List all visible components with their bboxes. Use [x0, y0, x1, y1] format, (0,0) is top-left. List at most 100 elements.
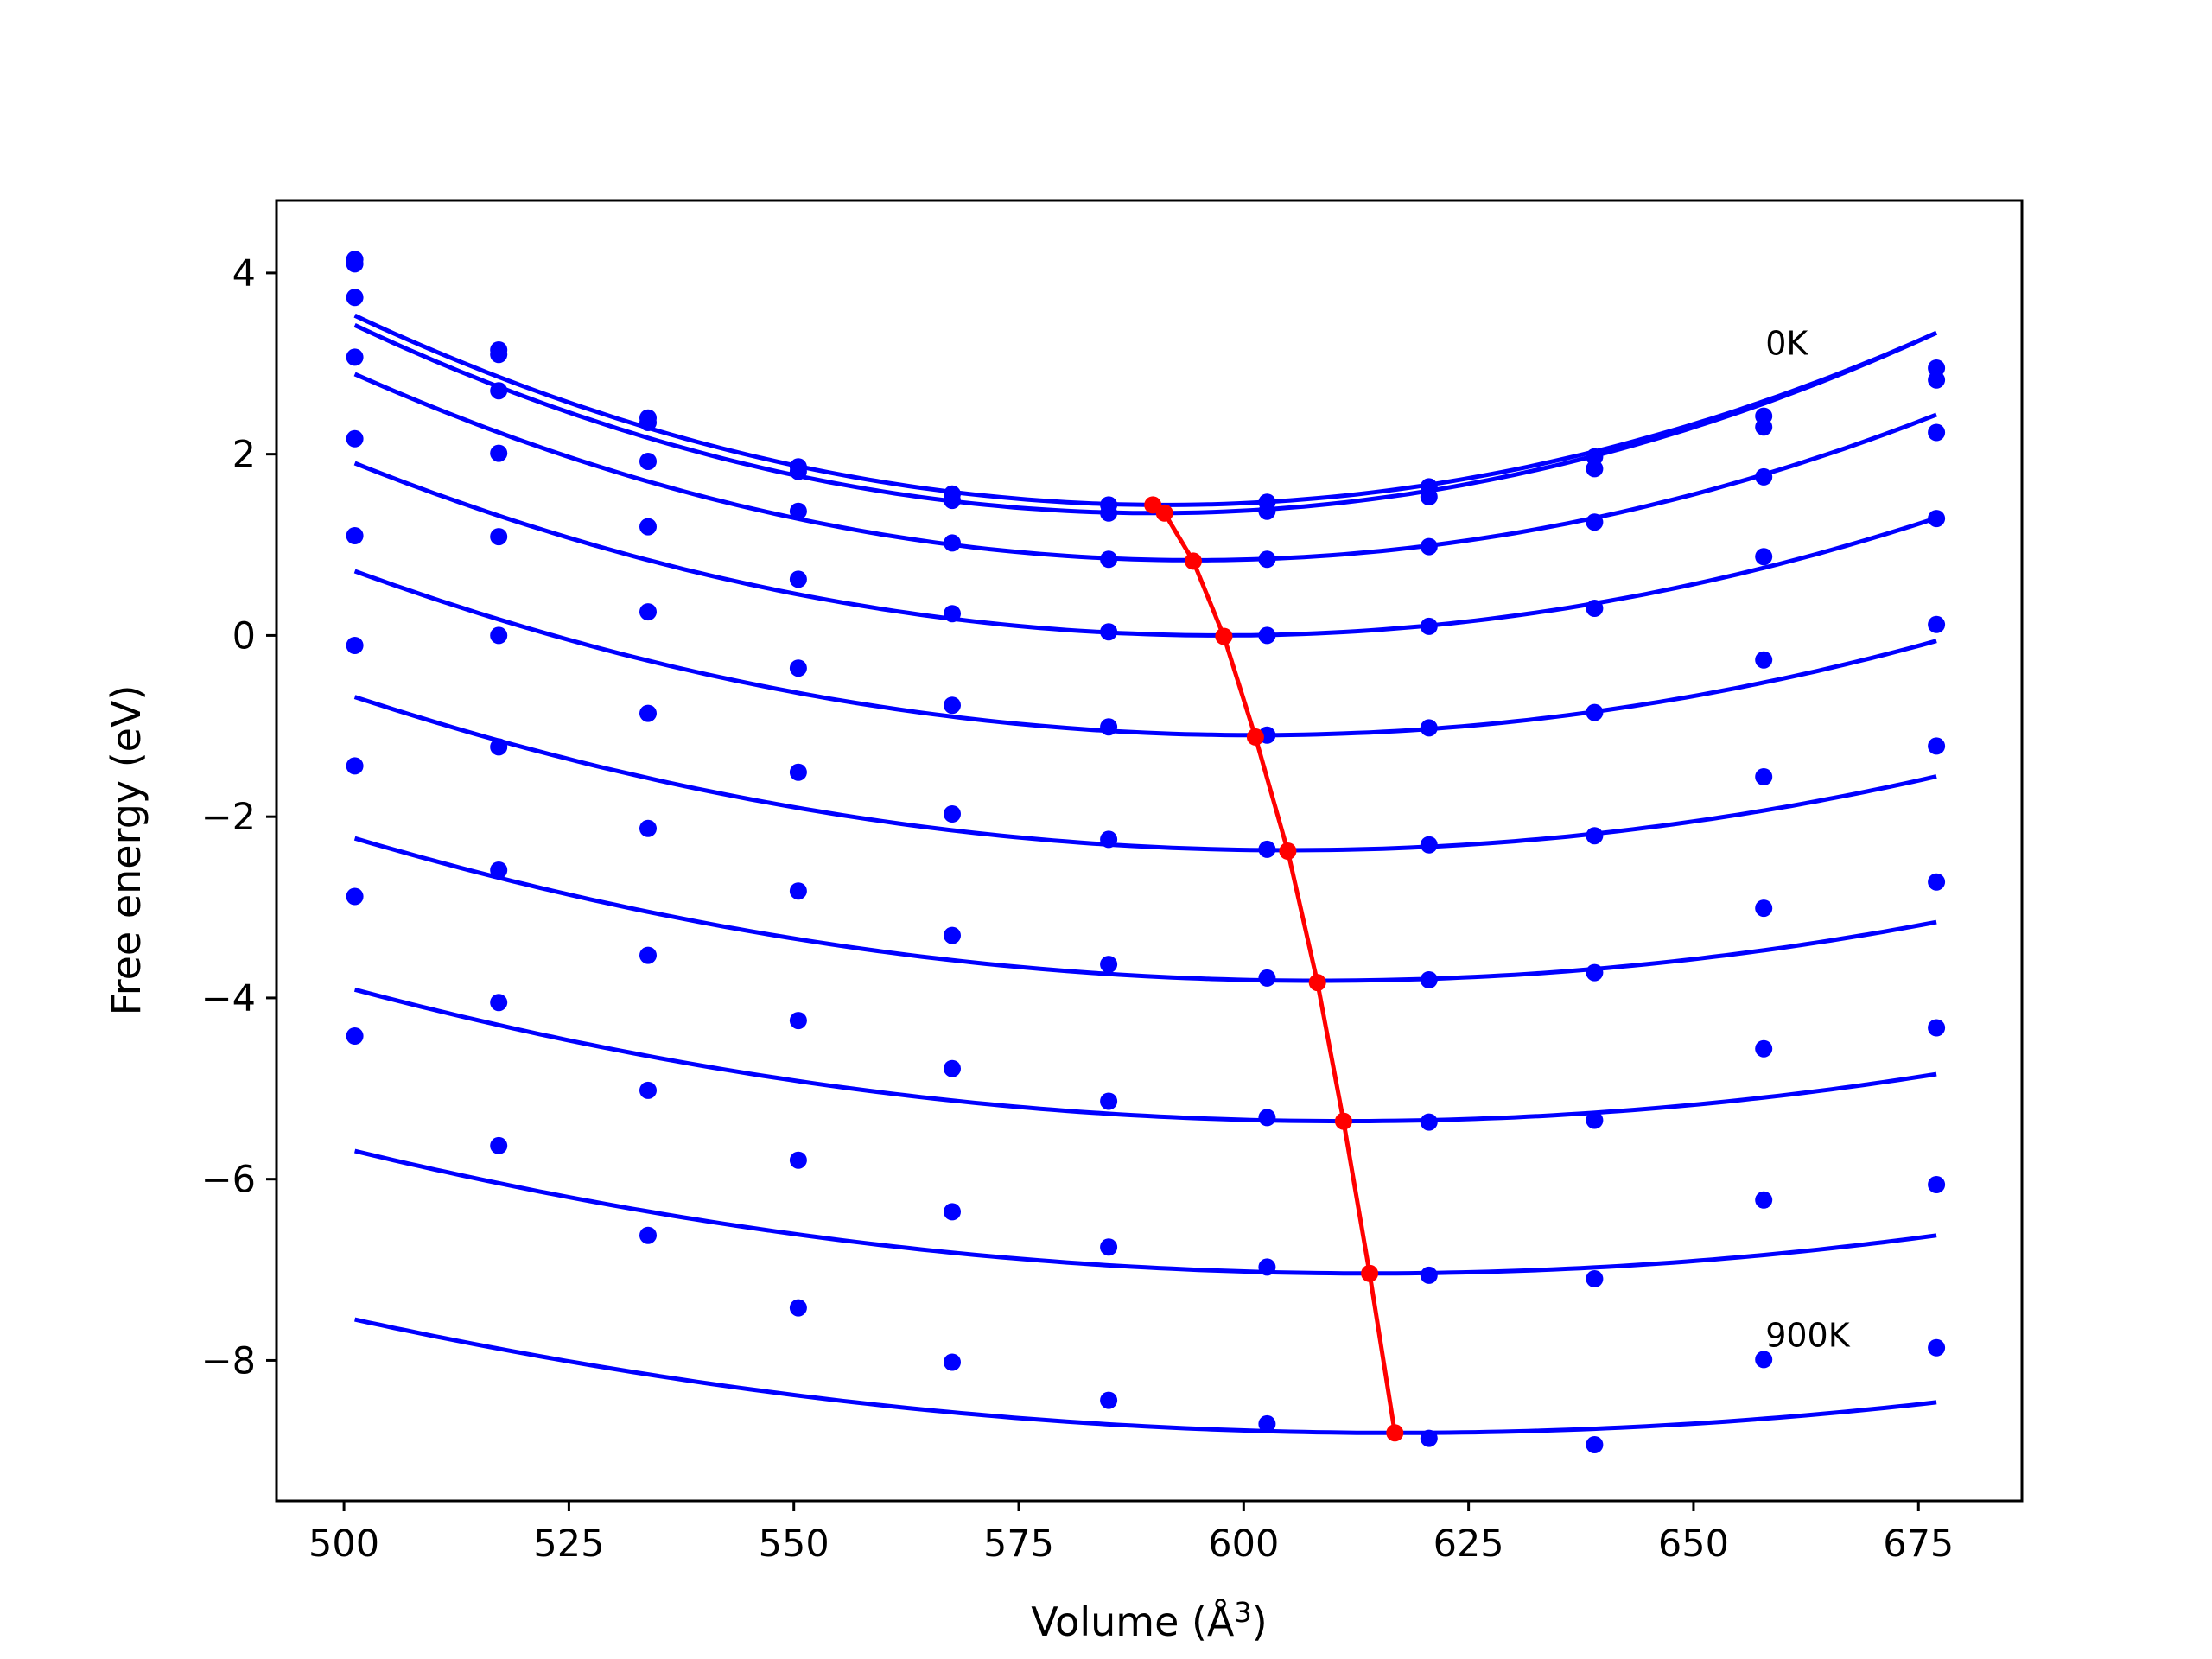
axis-ticks: 500 525 550 575 600 625 650 675 −8 −6 −4 −2 0 2 4: [201, 252, 1955, 1566]
data-point-4-5: [1100, 718, 1118, 736]
data-point-3-2: [639, 518, 657, 536]
x-tick-label-3: 575: [983, 1522, 1054, 1566]
data-point-9-7: [1420, 1429, 1438, 1447]
data-point-9-9: [1755, 1351, 1773, 1369]
data-point-8-9: [1755, 1191, 1773, 1209]
data-point-7-5: [1100, 1092, 1118, 1110]
data-point-6-9: [1755, 899, 1773, 918]
fit-curve-5: [353, 695, 1937, 853]
x-tick-label-2: 550: [759, 1522, 830, 1566]
x-tick-label-5: 625: [1433, 1522, 1504, 1566]
data-point-3-10: [1928, 510, 1946, 528]
data-point-1-6: [1258, 502, 1276, 520]
fit-curve-7: [353, 987, 1937, 1124]
annotation-0k: 0K: [1765, 324, 1808, 362]
data-point-4-8: [1586, 703, 1604, 721]
data-point-4-10: [1928, 615, 1946, 633]
data-point-5-9: [1755, 768, 1773, 785]
minimum-point-7: [1334, 1112, 1352, 1130]
x-tick-label-4: 600: [1208, 1522, 1279, 1566]
data-point-0-10: [1928, 359, 1946, 377]
data-point-9-10: [1928, 1338, 1946, 1357]
data-point-1-4: [944, 492, 961, 510]
data-point-7-4: [944, 1059, 961, 1077]
data-point-2-4: [944, 534, 961, 552]
data-point-2-3: [789, 502, 807, 520]
y-tick-label-2: −4: [201, 977, 256, 1020]
data-point-5-6: [1258, 840, 1276, 858]
x-axis-label: Volume (Å3): [1031, 1596, 1267, 1645]
data-point-6-1: [490, 738, 508, 756]
data-point-7-3: [789, 1012, 807, 1030]
data-point-5-0: [346, 527, 364, 544]
x-axis-label-superscript: 3: [1234, 1596, 1251, 1629]
data-point-9-2: [639, 1226, 657, 1244]
data-point-2-5: [1100, 550, 1118, 569]
data-point-3-0: [346, 348, 364, 366]
data-point-5-1: [490, 626, 508, 645]
y-tick-label-4: 0: [232, 614, 256, 658]
data-point-8-0: [346, 887, 364, 906]
data-point-7-6: [1258, 1109, 1276, 1127]
data-point-9-5: [1100, 1391, 1118, 1409]
data-point-4-0: [346, 429, 364, 448]
data-point-2-1: [490, 382, 508, 400]
y-tick-label-0: −8: [201, 1339, 256, 1382]
data-point-2-8: [1586, 513, 1604, 531]
minimum-point-3: [1215, 627, 1233, 645]
minimum-point-9: [1386, 1424, 1404, 1442]
x-tick-label-0: 500: [308, 1522, 379, 1566]
data-point-2-9: [1755, 467, 1773, 486]
data-point-5-7: [1420, 836, 1438, 854]
data-point-5-2: [639, 704, 657, 722]
y-tick-label-5: 2: [232, 434, 256, 477]
data-point-2-2: [639, 453, 657, 470]
data-point-2-0: [346, 289, 364, 307]
data-point-4-7: [1420, 719, 1438, 737]
data-point-1-8: [1586, 460, 1604, 478]
data-point-3-9: [1755, 548, 1773, 566]
data-point-6-2: [639, 819, 657, 837]
x-axis-label-main: Volume (Å: [1031, 1599, 1235, 1645]
minimum-point-6: [1308, 974, 1326, 992]
data-point-2-10: [1928, 423, 1946, 442]
minima-line: [1151, 503, 1397, 1433]
data-point-4-9: [1755, 651, 1773, 669]
data-point-4-4: [944, 696, 961, 715]
minimum-point-4: [1246, 728, 1264, 746]
fit-curve-3: [353, 461, 1937, 638]
data-point-3-6: [1258, 626, 1276, 645]
data-point-6-10: [1928, 873, 1946, 891]
data-point-8-4: [944, 1203, 961, 1221]
data-point-8-1: [490, 994, 508, 1012]
data-point-1-10: [1928, 371, 1946, 389]
data-point-3-7: [1420, 617, 1438, 635]
data-point-9-3: [789, 1299, 807, 1317]
data-point-6-4: [944, 926, 961, 944]
data-point-1-2: [639, 414, 657, 431]
data-point-8-3: [789, 1151, 807, 1169]
data-point-2-7: [1420, 537, 1438, 556]
data-point-4-2: [639, 603, 657, 621]
minimum-point-2: [1185, 552, 1202, 570]
x-tick-label-1: 525: [533, 1522, 604, 1566]
fit-curve-8: [354, 1148, 1937, 1276]
x-tick-label-6: 650: [1658, 1522, 1729, 1566]
data-point-8-10: [1928, 1176, 1946, 1193]
data-point-8-5: [1100, 1238, 1118, 1256]
data-point-4-3: [789, 659, 807, 677]
data-point-1-0: [346, 255, 364, 273]
data-point-8-2: [639, 1081, 657, 1099]
annotation-900k: 900K: [1765, 1317, 1851, 1355]
data-point-3-1: [490, 444, 508, 462]
x-axis-label-close: ): [1252, 1599, 1268, 1645]
axes-frame: [275, 199, 2024, 1503]
minimum-point-5: [1279, 842, 1297, 860]
data-point-8-6: [1258, 1258, 1276, 1276]
data-point-3-4: [944, 605, 961, 623]
data-point-1-3: [789, 462, 807, 480]
data-point-1-7: [1420, 488, 1438, 505]
data-point-7-0: [346, 757, 364, 775]
data-point-1-5: [1100, 504, 1118, 522]
